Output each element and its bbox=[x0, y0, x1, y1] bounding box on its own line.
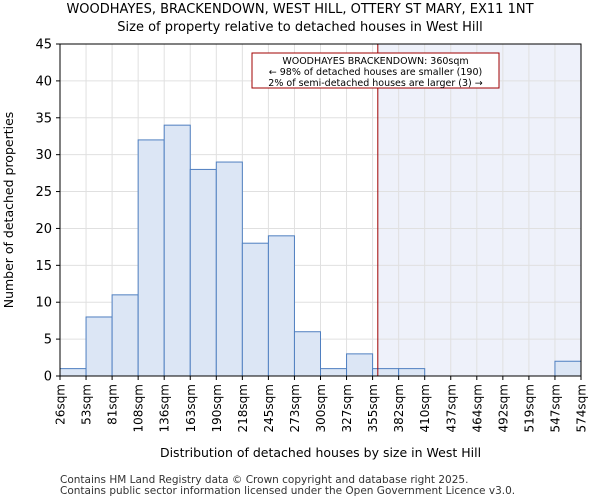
x-tick-label: 300sqm bbox=[314, 384, 328, 432]
y-tick-label: 20 bbox=[35, 222, 52, 237]
bar bbox=[372, 368, 400, 377]
x-tick-label: 464sqm bbox=[470, 384, 484, 432]
x-axis-label: Distribution of detached houses by size … bbox=[160, 445, 481, 460]
bar bbox=[554, 360, 582, 377]
bar bbox=[59, 368, 87, 377]
y-tick-label: 35 bbox=[35, 111, 52, 126]
highlight-region bbox=[377, 44, 581, 376]
bar bbox=[215, 161, 243, 377]
x-tick-label: 136sqm bbox=[158, 384, 172, 432]
annotation-text: 2% of semi-detached houses are larger (3… bbox=[268, 78, 482, 89]
x-tick-label: 81sqm bbox=[106, 384, 120, 425]
chart-subtitle: Size of property relative to detached ho… bbox=[117, 20, 483, 35]
x-tick-label: 382sqm bbox=[392, 384, 406, 432]
histogram-chart: 0 5 10 15 20 25 30 35 40 45 26sqm 53sqm 81sqm 108sqm 1… bbox=[1, 38, 589, 461]
y-tick-label: 15 bbox=[35, 259, 52, 274]
bar bbox=[163, 124, 191, 377]
x-tick-label: 519sqm bbox=[522, 384, 536, 432]
bar bbox=[111, 294, 139, 377]
annotation-box bbox=[251, 52, 500, 89]
chart-title: WOODHAYES, BRACKENDOWN, WEST HILL, OTTER… bbox=[66, 2, 534, 17]
footer-copyright: Contains HM Land Registry data © Crown c… bbox=[60, 474, 469, 486]
bar bbox=[346, 353, 374, 377]
y-tick-label: 25 bbox=[35, 185, 52, 200]
x-tick-label: 574sqm bbox=[575, 384, 589, 432]
y-axis-label: Number of detached properties bbox=[1, 112, 16, 309]
x-tick-label: 26sqm bbox=[54, 384, 68, 425]
bar bbox=[241, 242, 269, 377]
x-tick-label: 218sqm bbox=[236, 384, 250, 432]
y-tick-label: 30 bbox=[35, 148, 52, 163]
x-tick-label: 273sqm bbox=[288, 384, 302, 432]
bar bbox=[293, 331, 322, 377]
y-tick-label: 5 bbox=[44, 333, 52, 348]
y-tick-label: 0 bbox=[44, 370, 52, 385]
x-tick-label: 547sqm bbox=[548, 384, 562, 432]
bar bbox=[398, 368, 426, 377]
y-tick-label: 10 bbox=[35, 296, 52, 311]
x-tick-label: 327sqm bbox=[340, 384, 354, 432]
x-tick-label: 108sqm bbox=[132, 384, 146, 432]
x-tick-label: 245sqm bbox=[262, 384, 276, 432]
annotation-text: ← 98% of detached houses are smaller (19… bbox=[269, 67, 482, 78]
bar bbox=[320, 368, 348, 377]
y-tick-label: 45 bbox=[35, 38, 52, 53]
bar bbox=[137, 139, 165, 377]
x-tick-label: 53sqm bbox=[80, 384, 94, 425]
x-tick-label: 163sqm bbox=[184, 384, 198, 432]
x-tick-label: 410sqm bbox=[418, 384, 432, 432]
bar bbox=[189, 168, 217, 377]
annotation-text: WOODHAYES BRACKENDOWN: 360sqm bbox=[282, 56, 468, 67]
bar bbox=[267, 235, 295, 377]
bar bbox=[85, 316, 113, 377]
x-tick-label: 190sqm bbox=[210, 384, 224, 432]
x-tick-label: 437sqm bbox=[444, 384, 458, 432]
x-tick-label: 492sqm bbox=[496, 384, 510, 432]
footer-licence: Contains public sector information licen… bbox=[60, 485, 516, 497]
y-tick-label: 40 bbox=[35, 74, 52, 89]
x-tick-label: 355sqm bbox=[366, 384, 380, 432]
